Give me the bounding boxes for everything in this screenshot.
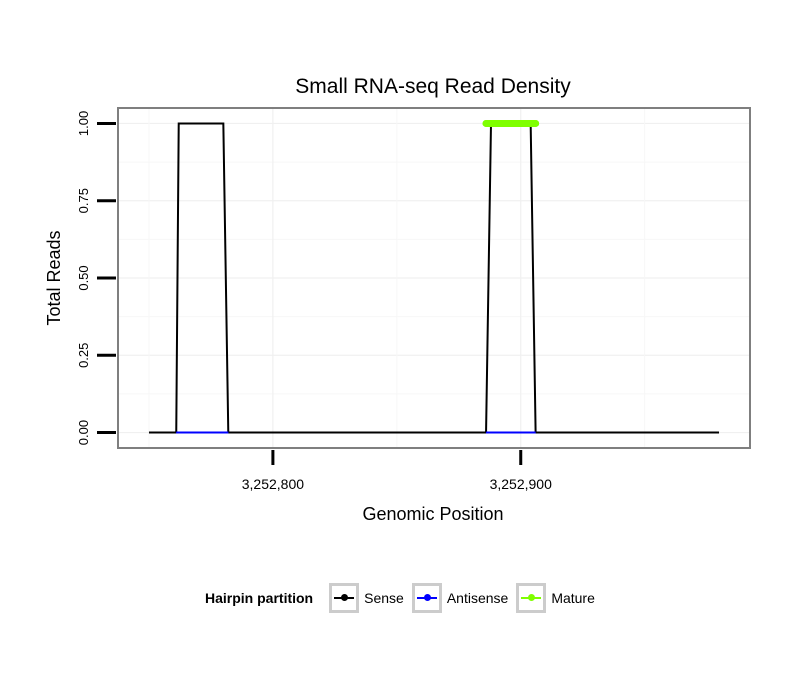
legend-item-mature: Mature	[516, 583, 595, 613]
series-mature-point	[527, 119, 535, 127]
series-mature-point	[517, 119, 525, 127]
y-tick-label: 1.00	[76, 111, 91, 136]
legend-item-sense: Sense	[329, 583, 404, 613]
legend-key-mature	[516, 583, 547, 613]
legend-title: Hairpin partition	[205, 590, 314, 606]
plot-panel-border	[117, 107, 751, 449]
y-axis-label: Total Reads	[44, 230, 64, 325]
legend-label-antisense: Antisense	[446, 590, 509, 606]
y-tick-label: 0.00	[76, 420, 91, 445]
chart-title: Small RNA-seq Read Density	[295, 75, 571, 98]
series-sense-line	[148, 122, 720, 434]
series-mature-point	[492, 119, 500, 127]
axis-ticks: 0.00 0.25 0.50 0.75 1.00 3,252,800 3,252,900	[76, 111, 552, 492]
x-tick-label: 3,252,800	[242, 476, 304, 492]
series-mature-point	[507, 119, 515, 127]
series-mature-point	[482, 119, 490, 127]
series-mature-point	[522, 119, 530, 127]
legend: Hairpin partition Sense Antisense Mature	[205, 578, 603, 618]
y-tick-label: 0.75	[76, 188, 91, 213]
series-mature-point	[532, 119, 540, 127]
y-tick-label: 0.25	[76, 343, 91, 368]
series-mature-point	[497, 119, 505, 127]
legend-key-sense	[329, 583, 360, 613]
x-axis-label: Genomic Position	[362, 504, 503, 524]
series-mature-point	[512, 119, 520, 127]
series-mature-point	[487, 119, 495, 127]
series-mature-point	[502, 119, 510, 127]
data-marks	[148, 119, 720, 434]
legend-item-antisense: Antisense	[411, 583, 509, 613]
legend-label-sense: Sense	[364, 590, 404, 606]
legend-key-antisense	[411, 583, 442, 613]
y-tick-label: 0.50	[76, 265, 91, 290]
x-tick-label: 3,252,900	[490, 476, 552, 492]
grid-lines	[118, 108, 750, 448]
legend-label-mature: Mature	[551, 590, 595, 606]
